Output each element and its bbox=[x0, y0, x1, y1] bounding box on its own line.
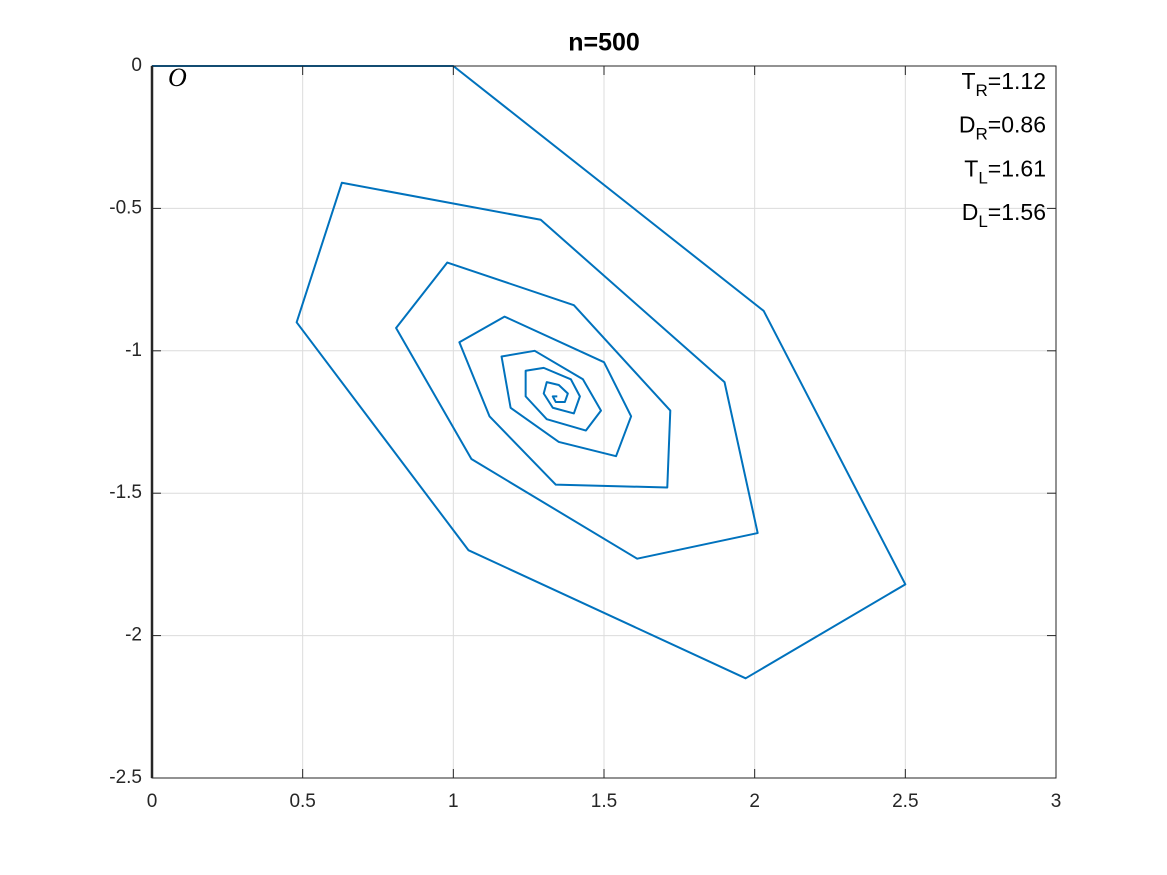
annotation: TL=1.61 bbox=[964, 155, 1046, 187]
annotation-sub: R bbox=[976, 125, 988, 144]
y-tick-label: -0.5 bbox=[109, 197, 142, 218]
plot-area bbox=[152, 65, 907, 680]
x-tick-label: 3 bbox=[1051, 791, 1062, 812]
y-tick-label: -1.5 bbox=[109, 482, 142, 503]
x-tick-label: 0.5 bbox=[289, 791, 315, 812]
annotation: TR=1.12 bbox=[961, 68, 1046, 100]
y-tick-label: -2.5 bbox=[109, 767, 142, 788]
origin-label: O bbox=[168, 63, 187, 92]
annotation-sub: R bbox=[976, 81, 988, 100]
annotation: DR=0.86 bbox=[959, 112, 1046, 144]
x-tick-label: 1 bbox=[448, 791, 459, 812]
chart-title: n=500 bbox=[568, 29, 640, 57]
annotation-main: T bbox=[964, 155, 978, 181]
annotation-main: T bbox=[961, 68, 975, 94]
x-tick-label: 0 bbox=[147, 791, 158, 812]
y-tick-label: 0 bbox=[131, 55, 142, 76]
annotation-main: D bbox=[962, 199, 979, 225]
x-tick-label: 2 bbox=[749, 791, 760, 812]
y-tick-label: -1 bbox=[125, 340, 142, 361]
annotation-main: D bbox=[959, 112, 976, 138]
x-tick-label: 1.5 bbox=[591, 791, 617, 812]
annotation-sub: L bbox=[978, 213, 987, 232]
annotation-rest: =1.12 bbox=[988, 68, 1046, 94]
annotation-sub: L bbox=[978, 169, 987, 188]
annotation: DL=1.56 bbox=[962, 199, 1046, 231]
data-line bbox=[152, 65, 907, 680]
x-tick-label: 2.5 bbox=[892, 791, 918, 812]
annotation-rest: =1.61 bbox=[988, 155, 1046, 181]
annotation-rest: =1.56 bbox=[988, 199, 1046, 225]
y-tick-label: -2 bbox=[125, 625, 142, 646]
annotation-rest: =0.86 bbox=[988, 112, 1046, 138]
